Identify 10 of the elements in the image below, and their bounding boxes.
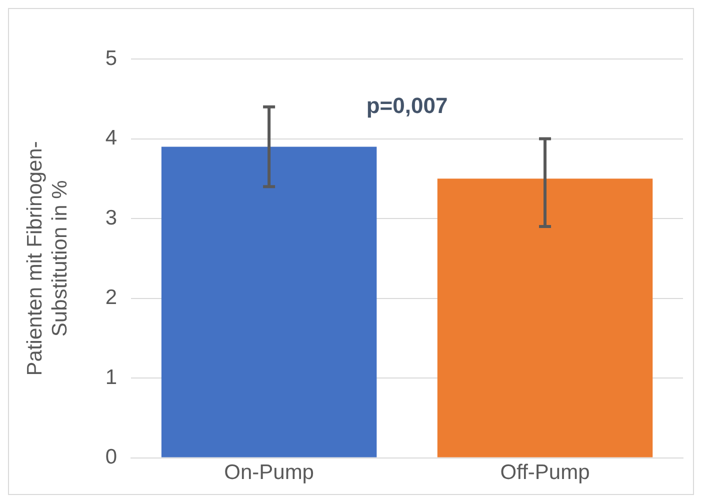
y-tick-label: 2 [105, 286, 118, 310]
y-tick-label: 4 [105, 126, 118, 150]
x-tick-label: Off-Pump [500, 461, 590, 484]
y-tick-label: 5 [105, 46, 118, 70]
y-tick-label: 1 [105, 366, 118, 389]
y-axis-title: Patienten mit Fibrinogen- Substitution in % [23, 141, 72, 376]
y-tick-label: 0 [105, 446, 118, 469]
x-tick-label: On-Pump [224, 461, 314, 484]
annotation: p=0,007 [366, 93, 448, 118]
y-tick-label: 3 [105, 206, 118, 230]
